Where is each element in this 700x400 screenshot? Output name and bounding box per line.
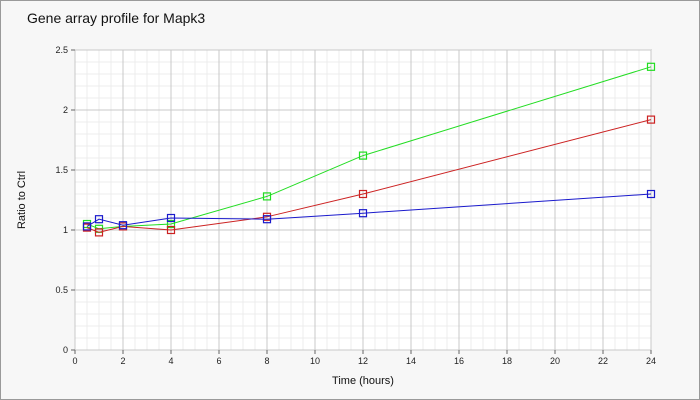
- y-tick-label: 0.5: [55, 285, 68, 295]
- data-point-marker: [358, 209, 368, 218]
- x-axis-label: Time (hours): [332, 375, 394, 387]
- series-3: [82, 189, 656, 231]
- chart-title: Gene array profile for Mapk3: [27, 10, 206, 26]
- y-tick-label: 2.5: [55, 45, 68, 55]
- data-point-marker: [262, 192, 272, 201]
- data-point-marker: [166, 219, 176, 229]
- x-tick-label: 16: [454, 356, 464, 366]
- data-point-marker: [646, 62, 656, 71]
- x-axis-ticks: 0 2 4 6 8 10 12 14 16 18 20 22 24: [72, 350, 656, 366]
- x-tick-label: 10: [310, 356, 320, 366]
- x-tick-label: 14: [406, 356, 416, 366]
- series-layer: [82, 62, 656, 237]
- data-point-marker: [262, 215, 272, 224]
- x-tick-label: 4: [168, 356, 173, 366]
- y-tick-label: 1.5: [55, 165, 68, 175]
- data-point-marker: [646, 115, 656, 124]
- data-point-marker: [94, 228, 104, 237]
- y-tick-label: 1: [63, 225, 68, 235]
- x-tick-label: 22: [598, 356, 608, 366]
- y-tick-label: 0: [63, 345, 68, 355]
- y-axis-ticks: 0 0.5 1 1.5 2 2.5: [55, 45, 75, 355]
- y-tick-label: 2: [63, 105, 68, 115]
- x-tick-label: 18: [502, 356, 512, 366]
- series-line: [86, 193, 652, 227]
- x-tick-label: 8: [264, 356, 269, 366]
- x-tick-label: 6: [216, 356, 221, 366]
- x-tick-label: 0: [72, 356, 77, 366]
- data-point-marker: [166, 213, 176, 223]
- data-point-marker: [358, 189, 368, 199]
- data-point-marker: [118, 221, 128, 230]
- x-tick-label: 12: [358, 356, 368, 366]
- data-point-marker: [82, 222, 92, 231]
- y-axis-label: Ratio to Ctrl: [16, 171, 28, 229]
- x-tick-label: 24: [646, 356, 656, 366]
- x-tick-label: 20: [550, 356, 560, 366]
- data-point-marker: [646, 189, 656, 199]
- data-point-marker: [166, 225, 176, 235]
- data-point-marker: [94, 215, 104, 224]
- series-line: [86, 119, 652, 233]
- data-point-marker: [358, 151, 368, 160]
- x-tick-label: 2: [120, 356, 125, 366]
